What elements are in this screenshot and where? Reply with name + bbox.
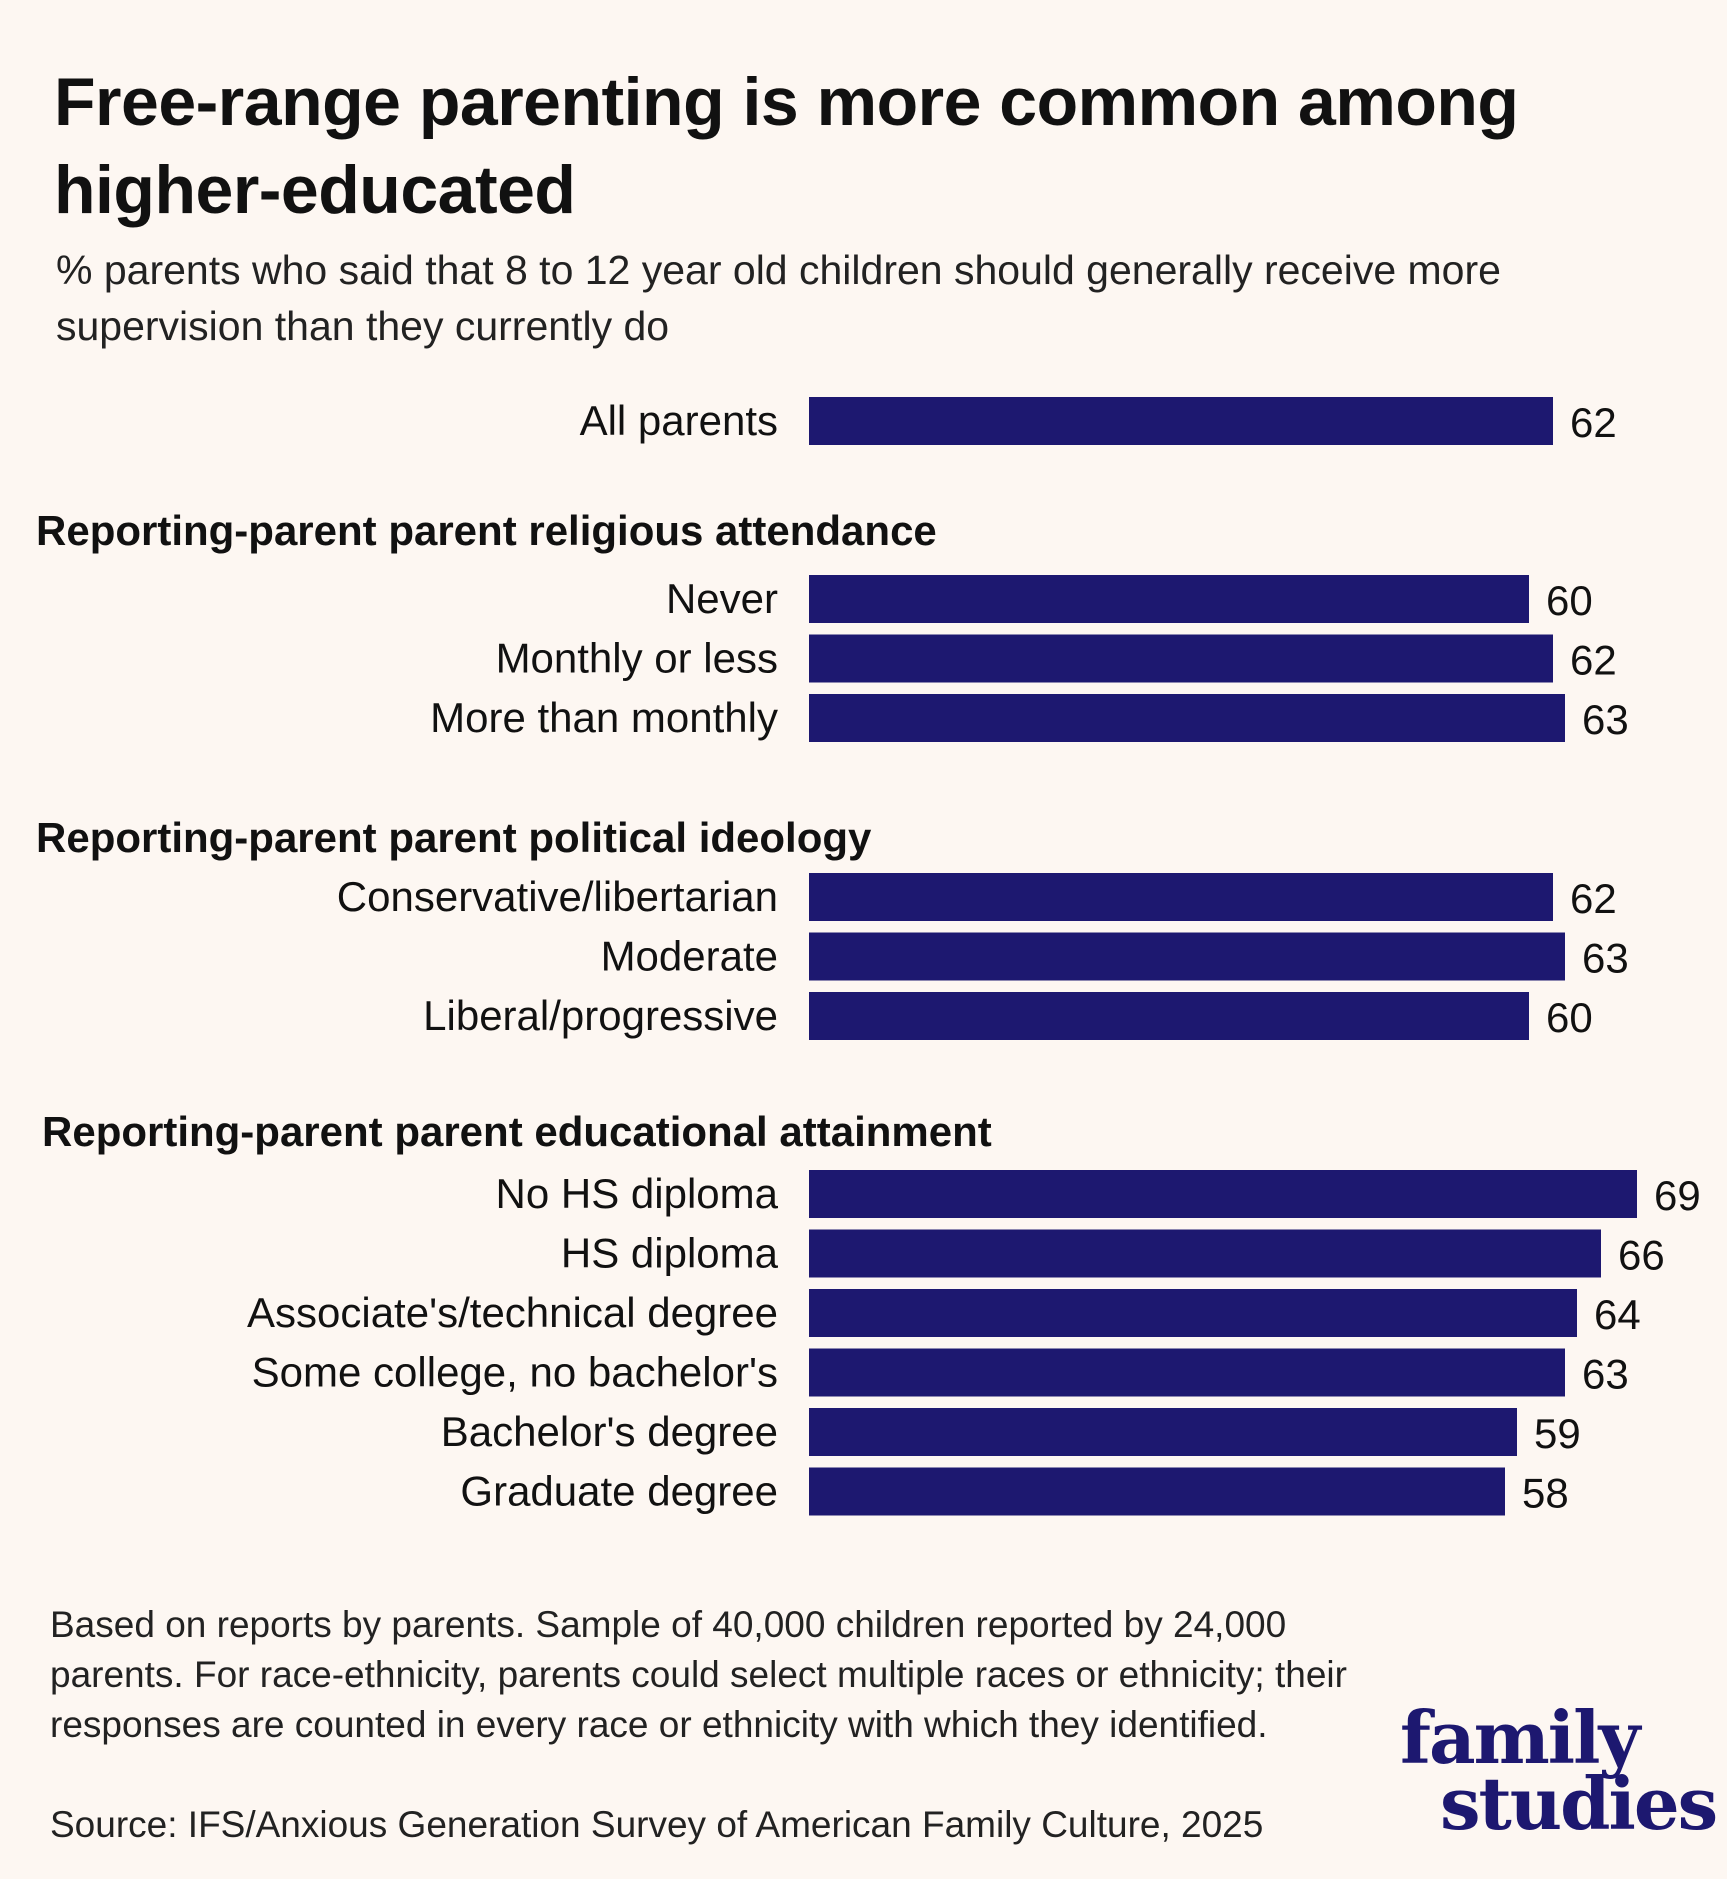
value-label: 62 xyxy=(1570,399,1617,446)
value-label: 62 xyxy=(1570,637,1617,684)
value-label: 69 xyxy=(1654,1172,1701,1219)
bar xyxy=(809,1289,1577,1337)
group-header: Reporting-parent parent educational atta… xyxy=(42,1108,992,1155)
category-label: Never xyxy=(666,575,778,622)
footnote: Based on reports by parents. Sample of 4… xyxy=(50,1604,1347,1745)
bar xyxy=(809,1170,1637,1218)
value-label: 60 xyxy=(1546,994,1593,1041)
value-label: 59 xyxy=(1534,1410,1581,1457)
value-label: 63 xyxy=(1582,696,1629,743)
value-label: 62 xyxy=(1570,875,1617,922)
bar xyxy=(809,1408,1517,1456)
bar xyxy=(809,694,1565,742)
category-label: Graduate degree xyxy=(460,1468,778,1515)
category-label: Liberal/progressive xyxy=(423,992,778,1039)
logo-line-2: studies xyxy=(1440,1761,1718,1846)
category-label: All parents xyxy=(580,397,778,444)
category-label: Monthly or less xyxy=(496,635,778,682)
bar xyxy=(809,397,1553,445)
category-label: More than monthly xyxy=(430,694,778,741)
value-label: 64 xyxy=(1594,1291,1641,1338)
category-label: Some college, no bachelor's xyxy=(252,1349,778,1396)
bar xyxy=(809,1467,1505,1516)
chart-title: Free-range parenting is more common amon… xyxy=(54,64,1519,228)
category-label: HS diploma xyxy=(561,1230,779,1277)
value-label: 63 xyxy=(1582,935,1629,982)
category-label: Moderate xyxy=(601,933,778,980)
bar xyxy=(809,873,1553,921)
value-label: 66 xyxy=(1618,1232,1665,1279)
source-note: Source: IFS/Anxious Generation Survey of… xyxy=(50,1804,1264,1845)
category-label: Associate's/technical degree xyxy=(247,1289,778,1336)
value-label: 58 xyxy=(1522,1470,1569,1517)
bar xyxy=(809,575,1529,623)
value-label: 60 xyxy=(1546,577,1593,624)
bar xyxy=(809,992,1529,1040)
category-label: No HS diploma xyxy=(496,1170,779,1217)
bar xyxy=(809,1229,1601,1278)
bar xyxy=(809,1348,1565,1397)
family-studies-logo: family studies xyxy=(1400,1695,1718,1846)
category-label: Bachelor's degree xyxy=(441,1408,778,1455)
group-header: Reporting-parent parent religious attend… xyxy=(36,507,937,554)
bar xyxy=(809,932,1565,981)
group-header: Reporting-parent parent political ideolo… xyxy=(36,814,872,861)
value-label: 63 xyxy=(1582,1351,1629,1398)
chart-subtitle: % parents who said that 8 to 12 year old… xyxy=(56,247,1501,349)
bar xyxy=(809,634,1553,683)
logo-line-1: family xyxy=(1400,1695,1640,1780)
category-label: Conservative/libertarian xyxy=(337,873,778,920)
